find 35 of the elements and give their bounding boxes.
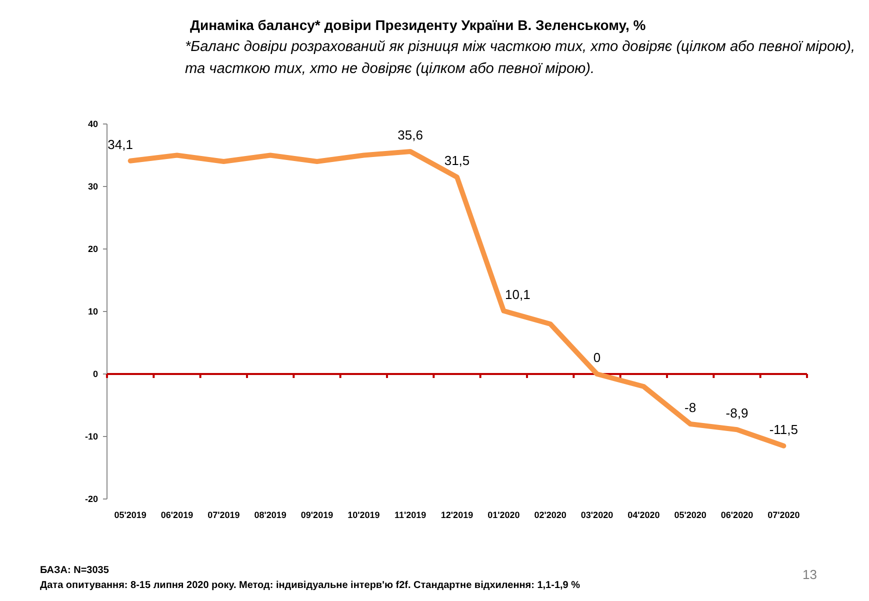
text: 13: [802, 567, 817, 582]
text: Дата опитування: 8-15 липня 2020 року. Метод: індивідуальне інтерв'ю f2f. Стандартне відхилення: 1,1-1,9 %: [40, 580, 580, 591]
data-label: -8: [684, 400, 696, 415]
x-tick-label: 08'2019: [254, 510, 286, 520]
x-tick-label: 03'2020: [580, 510, 614, 520]
y-tick-label: 0: [92, 369, 98, 380]
x-tick-label: 05'2019: [114, 510, 146, 520]
x-tick-label: 07'2020: [768, 510, 800, 520]
y-tick-label: 10: [88, 306, 98, 317]
x-tick-label: 11'2019: [394, 510, 426, 520]
y-tick-label: 30: [88, 182, 98, 192]
data-label: 0: [593, 350, 601, 365]
data-label: -8,9: [726, 406, 748, 421]
chart-subtitle: *Баланс довіри розрахований як різниця між часткою тих, хто довіряє (цілком або певної мірою), та часткою тих, хто не довіряє (цілком або певної мірою).: [185, 38, 856, 79]
text: БАЗА: N=3035: [40, 565, 110, 576]
y-tick-label: -10: [84, 432, 98, 442]
data-label: 35,6: [398, 128, 423, 142]
y-tick-label: 20: [88, 244, 98, 254]
chart-title: Динаміка балансу* довіри Президенту України В. Зеленському, %: [190, 17, 646, 33]
data-label: 31,5: [444, 153, 470, 168]
x-tick-label: 01'2020: [488, 510, 520, 520]
x-tick-label: 02'2020: [534, 510, 566, 520]
x-tick-label: 09'2019: [300, 510, 334, 520]
x-tick-label: 05'2020: [674, 510, 706, 520]
y-tick-label: 40: [88, 119, 98, 130]
x-tick-label: 06'2020: [720, 510, 754, 520]
data-label: 10,1: [505, 286, 530, 302]
x-tick-label: 06'2019: [160, 510, 194, 520]
x-tick-label: 07'2019: [208, 510, 240, 520]
x-tick-label: 10'2019: [348, 510, 380, 520]
y-tick-label: -20: [84, 494, 98, 504]
x-tick-label: 12'2019: [440, 510, 474, 520]
x-tick-label: 04'2020: [628, 510, 660, 520]
data-label: 34,1: [108, 136, 133, 152]
data-label: -11,5: [769, 422, 798, 437]
